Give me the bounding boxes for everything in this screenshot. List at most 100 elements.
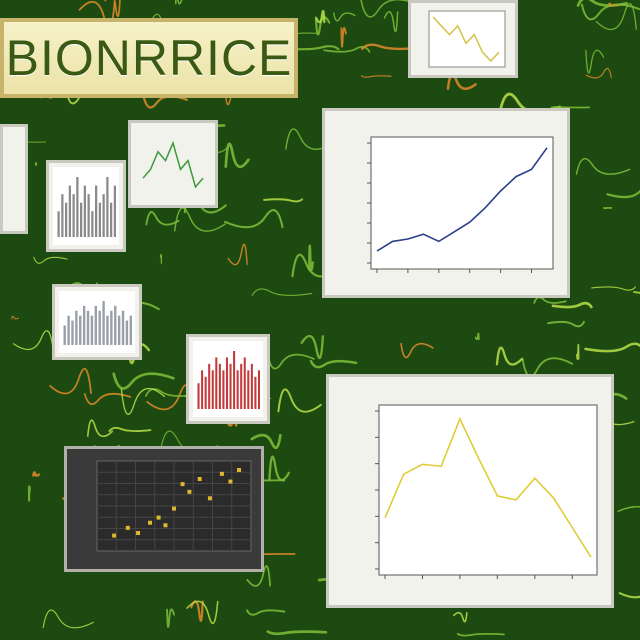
scatter-point bbox=[112, 533, 117, 538]
vine-stroke bbox=[251, 288, 313, 297]
thumbnail-panel-bar bbox=[46, 160, 126, 252]
line-chart-rising bbox=[367, 136, 554, 273]
vine-stroke bbox=[551, 301, 593, 309]
vine-stroke bbox=[27, 485, 31, 502]
bar bbox=[247, 370, 250, 409]
scatter-point bbox=[180, 482, 185, 487]
vine-stroke bbox=[190, 600, 204, 622]
vine-stroke bbox=[33, 256, 68, 264]
vine-stroke bbox=[174, 0, 183, 5]
bar bbox=[87, 194, 90, 237]
bar bbox=[113, 185, 116, 237]
bar bbox=[233, 351, 236, 409]
mini-bar-chart bbox=[53, 167, 119, 245]
bar bbox=[98, 202, 101, 237]
bar bbox=[222, 370, 225, 409]
vine-stroke bbox=[633, 291, 640, 294]
vine-stroke bbox=[617, 505, 640, 512]
bar bbox=[229, 363, 232, 409]
bar bbox=[102, 194, 105, 237]
bar bbox=[63, 325, 66, 345]
bar bbox=[201, 370, 204, 409]
vine-stroke bbox=[333, 12, 356, 22]
scatter-point bbox=[187, 489, 192, 494]
vine-stroke bbox=[606, 189, 640, 199]
vine-stroke bbox=[268, 455, 291, 482]
small-line-chart-top bbox=[428, 10, 506, 68]
vine-stroke bbox=[495, 346, 523, 366]
vine-stroke bbox=[277, 388, 322, 413]
bar bbox=[125, 320, 129, 345]
vine-stroke bbox=[361, 43, 423, 51]
vine-stroke bbox=[266, 353, 315, 370]
vine-stroke bbox=[360, 0, 420, 18]
bar bbox=[65, 202, 68, 237]
vine-stroke bbox=[250, 433, 282, 450]
vine-stroke bbox=[575, 157, 631, 175]
bar bbox=[79, 315, 82, 345]
bar bbox=[236, 370, 239, 409]
vine-stroke bbox=[112, 372, 175, 390]
vine-stroke bbox=[246, 609, 286, 616]
chart-panel-line-peak bbox=[326, 374, 614, 608]
vine-stroke bbox=[246, 565, 271, 587]
bar bbox=[106, 315, 109, 345]
vine-stroke bbox=[300, 334, 325, 360]
scatter-point bbox=[197, 477, 202, 481]
vine-stroke bbox=[595, 3, 637, 31]
vine-stroke bbox=[575, 343, 580, 360]
line-chart-peak bbox=[375, 404, 598, 579]
thumbnail-panel-green-line bbox=[128, 120, 218, 208]
vine-stroke bbox=[360, 75, 392, 78]
bar bbox=[211, 370, 214, 409]
vine-stroke bbox=[145, 211, 180, 226]
vine-stroke bbox=[86, 419, 114, 438]
mini-line-chart-green bbox=[142, 140, 204, 189]
vine-stroke bbox=[309, 359, 358, 369]
thumbnail-panel-left-edge bbox=[0, 124, 28, 234]
bar bbox=[254, 376, 257, 409]
bar bbox=[102, 301, 105, 345]
bar bbox=[208, 363, 211, 409]
vine-stroke bbox=[227, 243, 248, 266]
vine-stroke bbox=[11, 315, 20, 320]
plot-area bbox=[370, 136, 554, 270]
bar bbox=[86, 310, 90, 345]
vine-stroke bbox=[383, 11, 399, 33]
vine-stroke bbox=[323, 46, 371, 53]
vine-stroke bbox=[340, 27, 347, 48]
scatter-plot bbox=[96, 460, 252, 552]
bar bbox=[204, 376, 207, 409]
bar bbox=[110, 202, 113, 237]
thumbnail-panel-red-bars bbox=[186, 334, 270, 424]
vine-stroke bbox=[49, 367, 92, 395]
bar bbox=[114, 305, 117, 345]
bar bbox=[90, 315, 94, 345]
bar bbox=[225, 357, 228, 409]
vine-stroke bbox=[266, 630, 328, 636]
bar bbox=[240, 363, 243, 409]
vine-stroke bbox=[285, 128, 335, 150]
bar bbox=[106, 177, 109, 237]
vine-stroke bbox=[618, 592, 640, 599]
bar bbox=[75, 310, 78, 345]
bar bbox=[61, 194, 64, 237]
page-title-banner: BIONRRICE bbox=[0, 18, 298, 98]
vine-stroke bbox=[550, 106, 591, 109]
mini-bar-chart-red bbox=[193, 341, 263, 417]
scatter-point bbox=[125, 525, 130, 530]
bar bbox=[197, 383, 200, 409]
vine-stroke bbox=[144, 388, 200, 397]
bar bbox=[71, 320, 74, 345]
series-line bbox=[432, 16, 500, 63]
bar bbox=[218, 363, 221, 409]
vine-stroke bbox=[474, 332, 480, 341]
bar bbox=[72, 194, 75, 237]
vine-stroke bbox=[314, 16, 331, 36]
bar bbox=[91, 211, 94, 237]
vine-stroke bbox=[521, 357, 574, 378]
vine-stroke bbox=[308, 244, 314, 271]
scatter-point bbox=[219, 471, 224, 476]
vine-stroke bbox=[607, 2, 619, 7]
scatter-point bbox=[172, 506, 176, 511]
